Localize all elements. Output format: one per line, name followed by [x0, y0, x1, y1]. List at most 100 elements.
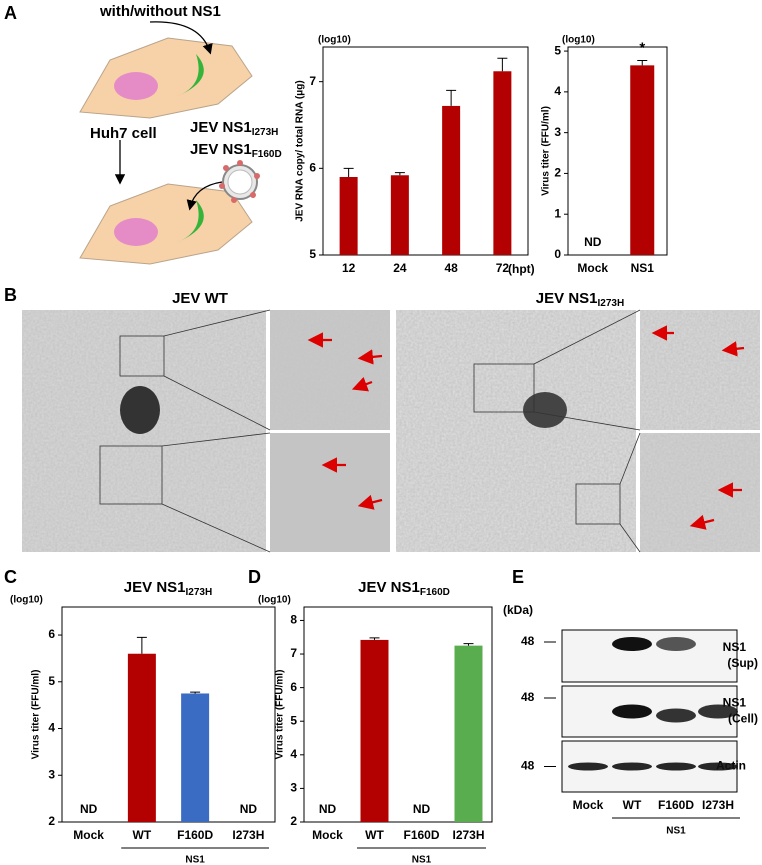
virus-core — [227, 169, 253, 195]
error-bar — [136, 636, 147, 654]
bar — [339, 177, 358, 255]
x-tick-label: WT — [365, 828, 384, 842]
y-tick-label: 4 — [290, 747, 297, 761]
em-title: JEV NS1I273H — [536, 290, 624, 309]
y-unit: (log10) — [258, 595, 291, 606]
schematic-label: Huh7 cell — [90, 125, 157, 142]
y-tick-label: 4 — [48, 721, 55, 735]
em-structure — [120, 386, 160, 434]
y-tick-label: 7 — [309, 74, 316, 88]
y-unit: (log10) — [10, 595, 43, 606]
unit-label: (kDa) — [503, 603, 533, 617]
x-tick-label: F160D — [403, 828, 439, 842]
chart-title: JEV NS1I273H — [124, 579, 212, 598]
schematic-label: JEV NS1I273H — [190, 119, 278, 138]
western-blot: (kDa) 48NS1(Sup)48NS1(Cell)48ActinMockWT… — [503, 603, 758, 836]
row-sublabel: (Sup) — [727, 656, 758, 670]
y-axis-label: JEV RNA copy/ total RNA (μg) — [295, 80, 306, 222]
x-tick-label: F160D — [177, 828, 213, 842]
virus-spikes — [219, 160, 260, 203]
y-axis-label: Virus titer (FFU/ml) — [31, 670, 42, 760]
blot-band — [568, 762, 608, 771]
title-sub: F160D — [420, 587, 450, 598]
group-label: NS1 — [412, 855, 432, 865]
blot-band — [698, 762, 738, 771]
x-tick-label: I273H — [232, 828, 264, 842]
y-tick-label: 2 — [48, 814, 55, 828]
title-sub: I273H — [186, 587, 213, 598]
title-main: JEV NS1 — [358, 579, 420, 596]
nucleus — [114, 218, 158, 246]
y-tick-label: 3 — [554, 125, 561, 139]
row-label: NS1 — [723, 640, 747, 654]
x-tick-label: 48 — [444, 261, 458, 275]
bar — [442, 105, 461, 255]
x-tick-label: I273H — [452, 828, 484, 842]
y-tick-label: 1 — [554, 206, 561, 220]
group-label: NS1 — [666, 826, 686, 837]
y-tick-label: 5 — [290, 713, 297, 727]
significance: * — [639, 39, 645, 56]
y-tick-label: 5 — [309, 247, 316, 261]
er — [178, 54, 204, 96]
blot-band — [656, 637, 696, 651]
y-tick-label: 0 — [554, 247, 561, 261]
em-structure — [523, 392, 567, 428]
nucleus — [114, 72, 158, 100]
x-tick-label: 72 — [496, 261, 510, 275]
y-tick-label: 7 — [290, 646, 297, 660]
x-tick-label: WT — [133, 828, 152, 842]
error-bar — [343, 167, 354, 177]
plot-frame — [61, 606, 276, 823]
cell — [79, 37, 253, 119]
y-tick-label: 3 — [290, 781, 297, 795]
blot-band — [612, 637, 652, 651]
group-label: NS1 — [185, 855, 205, 865]
y-axis-label: Virus titer (FFU/ml) — [275, 670, 286, 760]
y-tick-label: 6 — [290, 680, 297, 694]
x-tick-label: NS1 — [631, 261, 655, 275]
panel-label: C — [4, 567, 17, 587]
er — [178, 200, 204, 242]
missing-label: ND — [80, 802, 98, 816]
x-tick-label: 12 — [342, 261, 356, 275]
y-tick-label: 8 — [290, 613, 297, 627]
kda-marker: 48 — [521, 690, 535, 704]
bar — [390, 175, 409, 255]
em-title: JEV WT — [172, 290, 228, 307]
blot-band — [698, 704, 738, 719]
bar — [630, 65, 655, 256]
zoom-guides — [99, 309, 641, 553]
y-tick-label: 5 — [48, 674, 55, 688]
blot-band — [612, 704, 652, 719]
arrow — [186, 181, 223, 211]
y-tick-label: 2 — [554, 166, 561, 180]
blot-band — [612, 762, 652, 771]
y-unit: (log10) — [562, 35, 595, 46]
cell — [79, 183, 253, 265]
kda-marker: 48 — [521, 759, 535, 773]
y-tick-label: 2 — [290, 814, 297, 828]
bar — [127, 653, 156, 822]
y-tick-label: 6 — [309, 161, 316, 175]
missing-label: ND — [584, 235, 602, 249]
y-axis-label: Virus titer (FFU/ml) — [541, 106, 552, 196]
missing-label: ND — [413, 802, 431, 816]
em-texture — [270, 310, 390, 430]
row-sublabel: (Cell) — [728, 712, 758, 726]
missing-label: ND — [319, 802, 337, 816]
lane-label: Mock — [573, 798, 604, 812]
y-tick-label: 3 — [48, 767, 55, 781]
em-texture — [270, 433, 390, 552]
x-tick-label: Mock — [577, 261, 608, 275]
schematic-label: JEV NS1F160D — [190, 141, 282, 160]
blot-membrane — [561, 629, 738, 683]
schematic: with/without NS1 Huh7 cell JEV NS1I273H … — [79, 3, 282, 265]
title-main: JEV NS1 — [124, 579, 186, 596]
bar — [454, 645, 483, 822]
error-bar — [190, 691, 201, 694]
x-axis-label: (hpt) — [508, 262, 535, 276]
x-tick-label: 24 — [393, 261, 407, 275]
error-bar — [394, 172, 405, 176]
